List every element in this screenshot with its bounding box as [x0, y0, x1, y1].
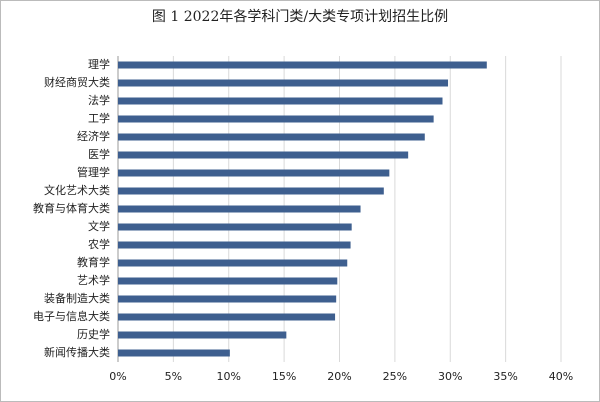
x-tick-label: 0% [109, 370, 126, 383]
y-tick-label: 理学 [88, 57, 110, 71]
y-tick-label: 新闻传播大类 [44, 345, 110, 359]
bar [118, 313, 336, 321]
bar [118, 259, 348, 267]
bar [118, 169, 390, 177]
x-tick-label: 25% [383, 370, 407, 383]
bar [118, 223, 352, 231]
y-tick-label: 工学 [88, 111, 110, 125]
bar [118, 79, 449, 87]
y-tick-label: 艺术学 [77, 273, 110, 287]
bar [118, 349, 230, 357]
bar [118, 187, 384, 195]
y-tick-label: 文化艺术大类 [44, 183, 110, 197]
y-tick-label: 经济学 [77, 129, 110, 143]
bar [118, 205, 361, 213]
bar [118, 331, 287, 339]
y-tick-label: 财经商贸大类 [44, 75, 110, 89]
y-tick-label: 电子与信息大类 [33, 309, 110, 323]
y-tick-label: 医学 [88, 147, 110, 161]
x-tick-label: 30% [438, 370, 462, 383]
y-tick-label: 历史学 [77, 327, 110, 341]
bar [118, 61, 487, 69]
y-tick-label: 教育与体育大类 [33, 201, 110, 215]
y-tick-label: 农学 [88, 237, 110, 251]
x-tick-label: 35% [493, 370, 517, 383]
x-tick-label: 40% [549, 370, 573, 383]
bar [118, 241, 351, 249]
bar [118, 151, 409, 159]
bar [118, 295, 337, 303]
y-tick-label: 文学 [88, 219, 110, 233]
bar [118, 97, 443, 105]
x-tick-label: 15% [272, 370, 296, 383]
chart-title: 图 1 2022年各学科门类/大类专项计划招生比例 [152, 9, 448, 25]
bar [118, 277, 338, 285]
bar [118, 133, 425, 141]
y-tick-label: 教育学 [77, 255, 110, 269]
x-tick-label: 10% [217, 370, 241, 383]
y-tick-label: 装备制造大类 [44, 291, 110, 305]
y-tick-label: 管理学 [77, 165, 110, 179]
y-tick-label: 法学 [88, 93, 110, 107]
x-tick-label: 5% [165, 370, 182, 383]
x-tick-label: 20% [327, 370, 351, 383]
bar [118, 115, 434, 123]
